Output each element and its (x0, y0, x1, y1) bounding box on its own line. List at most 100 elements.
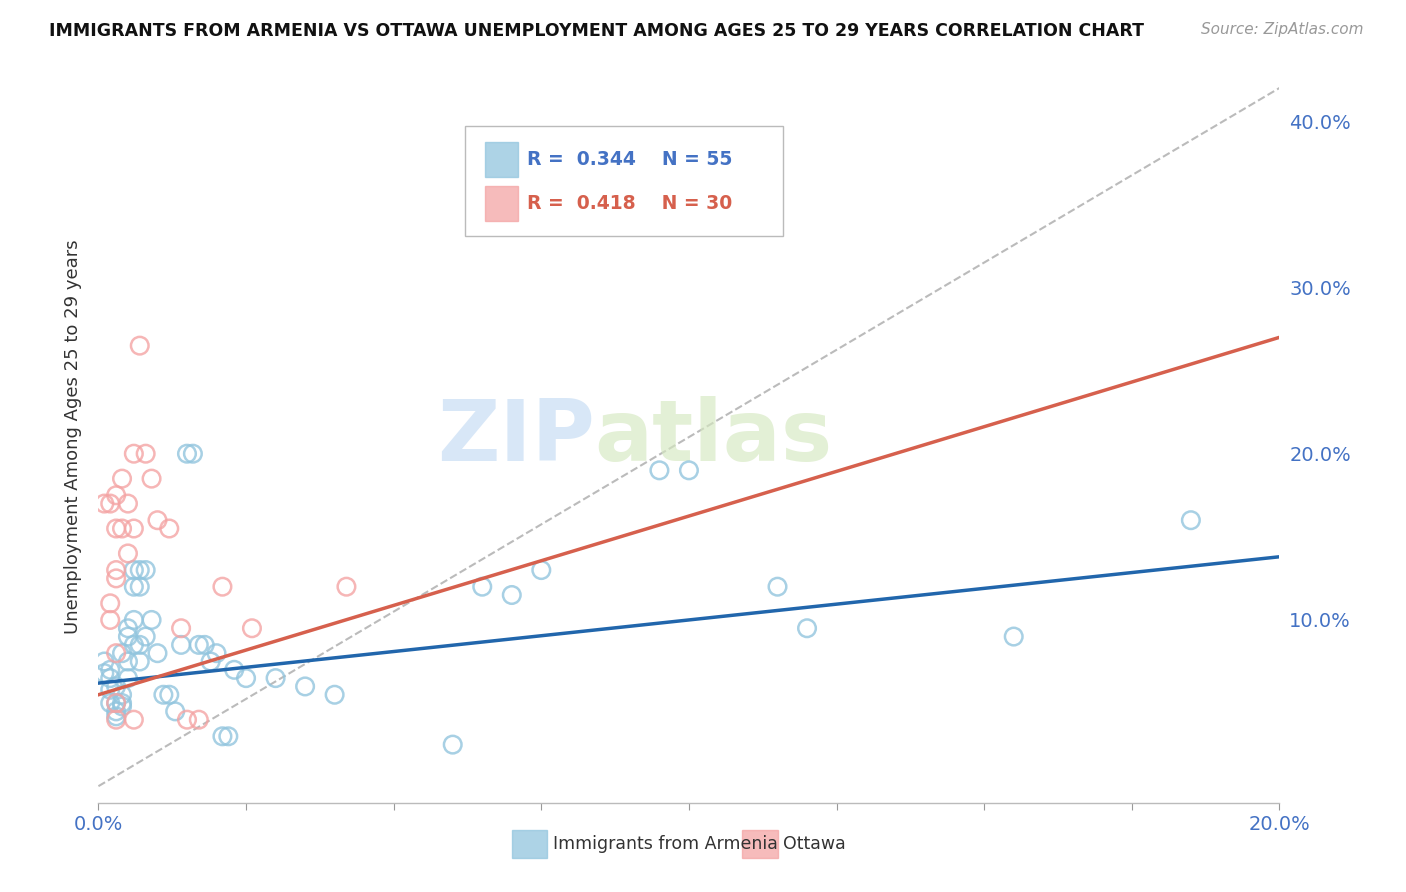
Point (122, 713, 145, 727)
Point (111, 521, 134, 535)
Point (187, 713, 209, 727)
Point (117, 546, 139, 560)
Point (796, 621, 818, 635)
Point (1002, 630, 1025, 644)
Point (128, 655, 150, 669)
Point (146, 513, 169, 527)
Point (111, 646, 134, 660)
Point (135, 563, 157, 577)
Point (294, 680, 316, 694)
Point (165, 705, 187, 719)
Point (98, 596, 121, 610)
Point (93, 497, 115, 511)
Point (98, 696, 121, 710)
Point (105, 571, 128, 585)
Point (111, 688, 134, 702)
Point (205, 646, 228, 660)
Point (235, 671, 257, 685)
Text: IMMIGRANTS FROM ARMENIA VS OTTAWA UNEMPLOYMENT AMONG AGES 25 TO 29 YEARS CORRELA: IMMIGRANTS FROM ARMENIA VS OTTAWA UNEMPL… (49, 22, 1144, 40)
Point (122, 580, 145, 594)
Point (105, 521, 128, 535)
Point (128, 338, 150, 352)
Point (122, 447, 145, 461)
Point (211, 580, 233, 594)
Y-axis label: Unemployment Among Ages 25 to 29 years: Unemployment Among Ages 25 to 29 years (63, 240, 82, 634)
Point (117, 497, 139, 511)
Point (105, 709, 128, 723)
Point (501, 588, 523, 602)
FancyBboxPatch shape (485, 143, 517, 178)
Point (122, 521, 145, 535)
Point (224, 663, 246, 677)
Point (98, 671, 121, 685)
Point (264, 671, 287, 685)
Point (240, 621, 263, 635)
FancyBboxPatch shape (485, 186, 517, 221)
Point (471, 580, 494, 594)
Point (105, 713, 128, 727)
Point (181, 447, 204, 461)
Point (128, 638, 150, 652)
Point (105, 696, 128, 710)
Point (98, 663, 121, 677)
Text: Ottawa: Ottawa (783, 835, 846, 853)
Point (122, 613, 145, 627)
Point (200, 655, 222, 669)
Point (141, 472, 163, 486)
FancyBboxPatch shape (512, 830, 547, 858)
Point (1180, 513, 1202, 527)
Point (141, 613, 163, 627)
Point (105, 646, 128, 660)
Point (117, 655, 139, 669)
FancyBboxPatch shape (742, 830, 778, 858)
Point (117, 621, 139, 635)
Text: ZIP: ZIP (437, 395, 595, 479)
Point (648, 463, 671, 477)
Text: Source: ZipAtlas.com: Source: ZipAtlas.com (1201, 22, 1364, 37)
Point (170, 638, 193, 652)
Point (98, 682, 121, 697)
Point (105, 705, 128, 719)
Point (323, 688, 346, 702)
Point (176, 713, 198, 727)
Point (111, 472, 134, 486)
Point (176, 447, 198, 461)
Point (217, 729, 239, 743)
Point (111, 699, 134, 714)
Point (93, 666, 115, 681)
Point (766, 580, 789, 594)
Point (441, 738, 464, 752)
FancyBboxPatch shape (464, 126, 783, 235)
Point (146, 646, 169, 660)
Point (194, 638, 217, 652)
Point (335, 580, 357, 594)
Point (105, 696, 128, 710)
Text: R =  0.344    N = 55: R = 0.344 N = 55 (527, 151, 733, 169)
Point (122, 563, 145, 577)
Point (678, 463, 700, 477)
Point (187, 638, 209, 652)
Point (105, 488, 128, 502)
Point (152, 688, 174, 702)
Point (93, 655, 115, 669)
Point (122, 638, 145, 652)
Text: Immigrants from Armenia: Immigrants from Armenia (553, 835, 778, 853)
Point (105, 563, 128, 577)
Point (157, 521, 180, 535)
Point (157, 688, 180, 702)
Point (471, 197, 494, 211)
Point (135, 630, 157, 644)
Point (211, 729, 233, 743)
Text: R =  0.418    N = 30: R = 0.418 N = 30 (527, 194, 733, 213)
Point (170, 621, 193, 635)
Point (105, 680, 128, 694)
Point (128, 580, 150, 594)
Point (111, 696, 134, 710)
Point (117, 630, 139, 644)
Point (117, 671, 139, 685)
Point (98, 497, 121, 511)
Point (530, 563, 553, 577)
Point (98, 613, 121, 627)
Text: atlas: atlas (595, 395, 832, 479)
Point (128, 563, 150, 577)
